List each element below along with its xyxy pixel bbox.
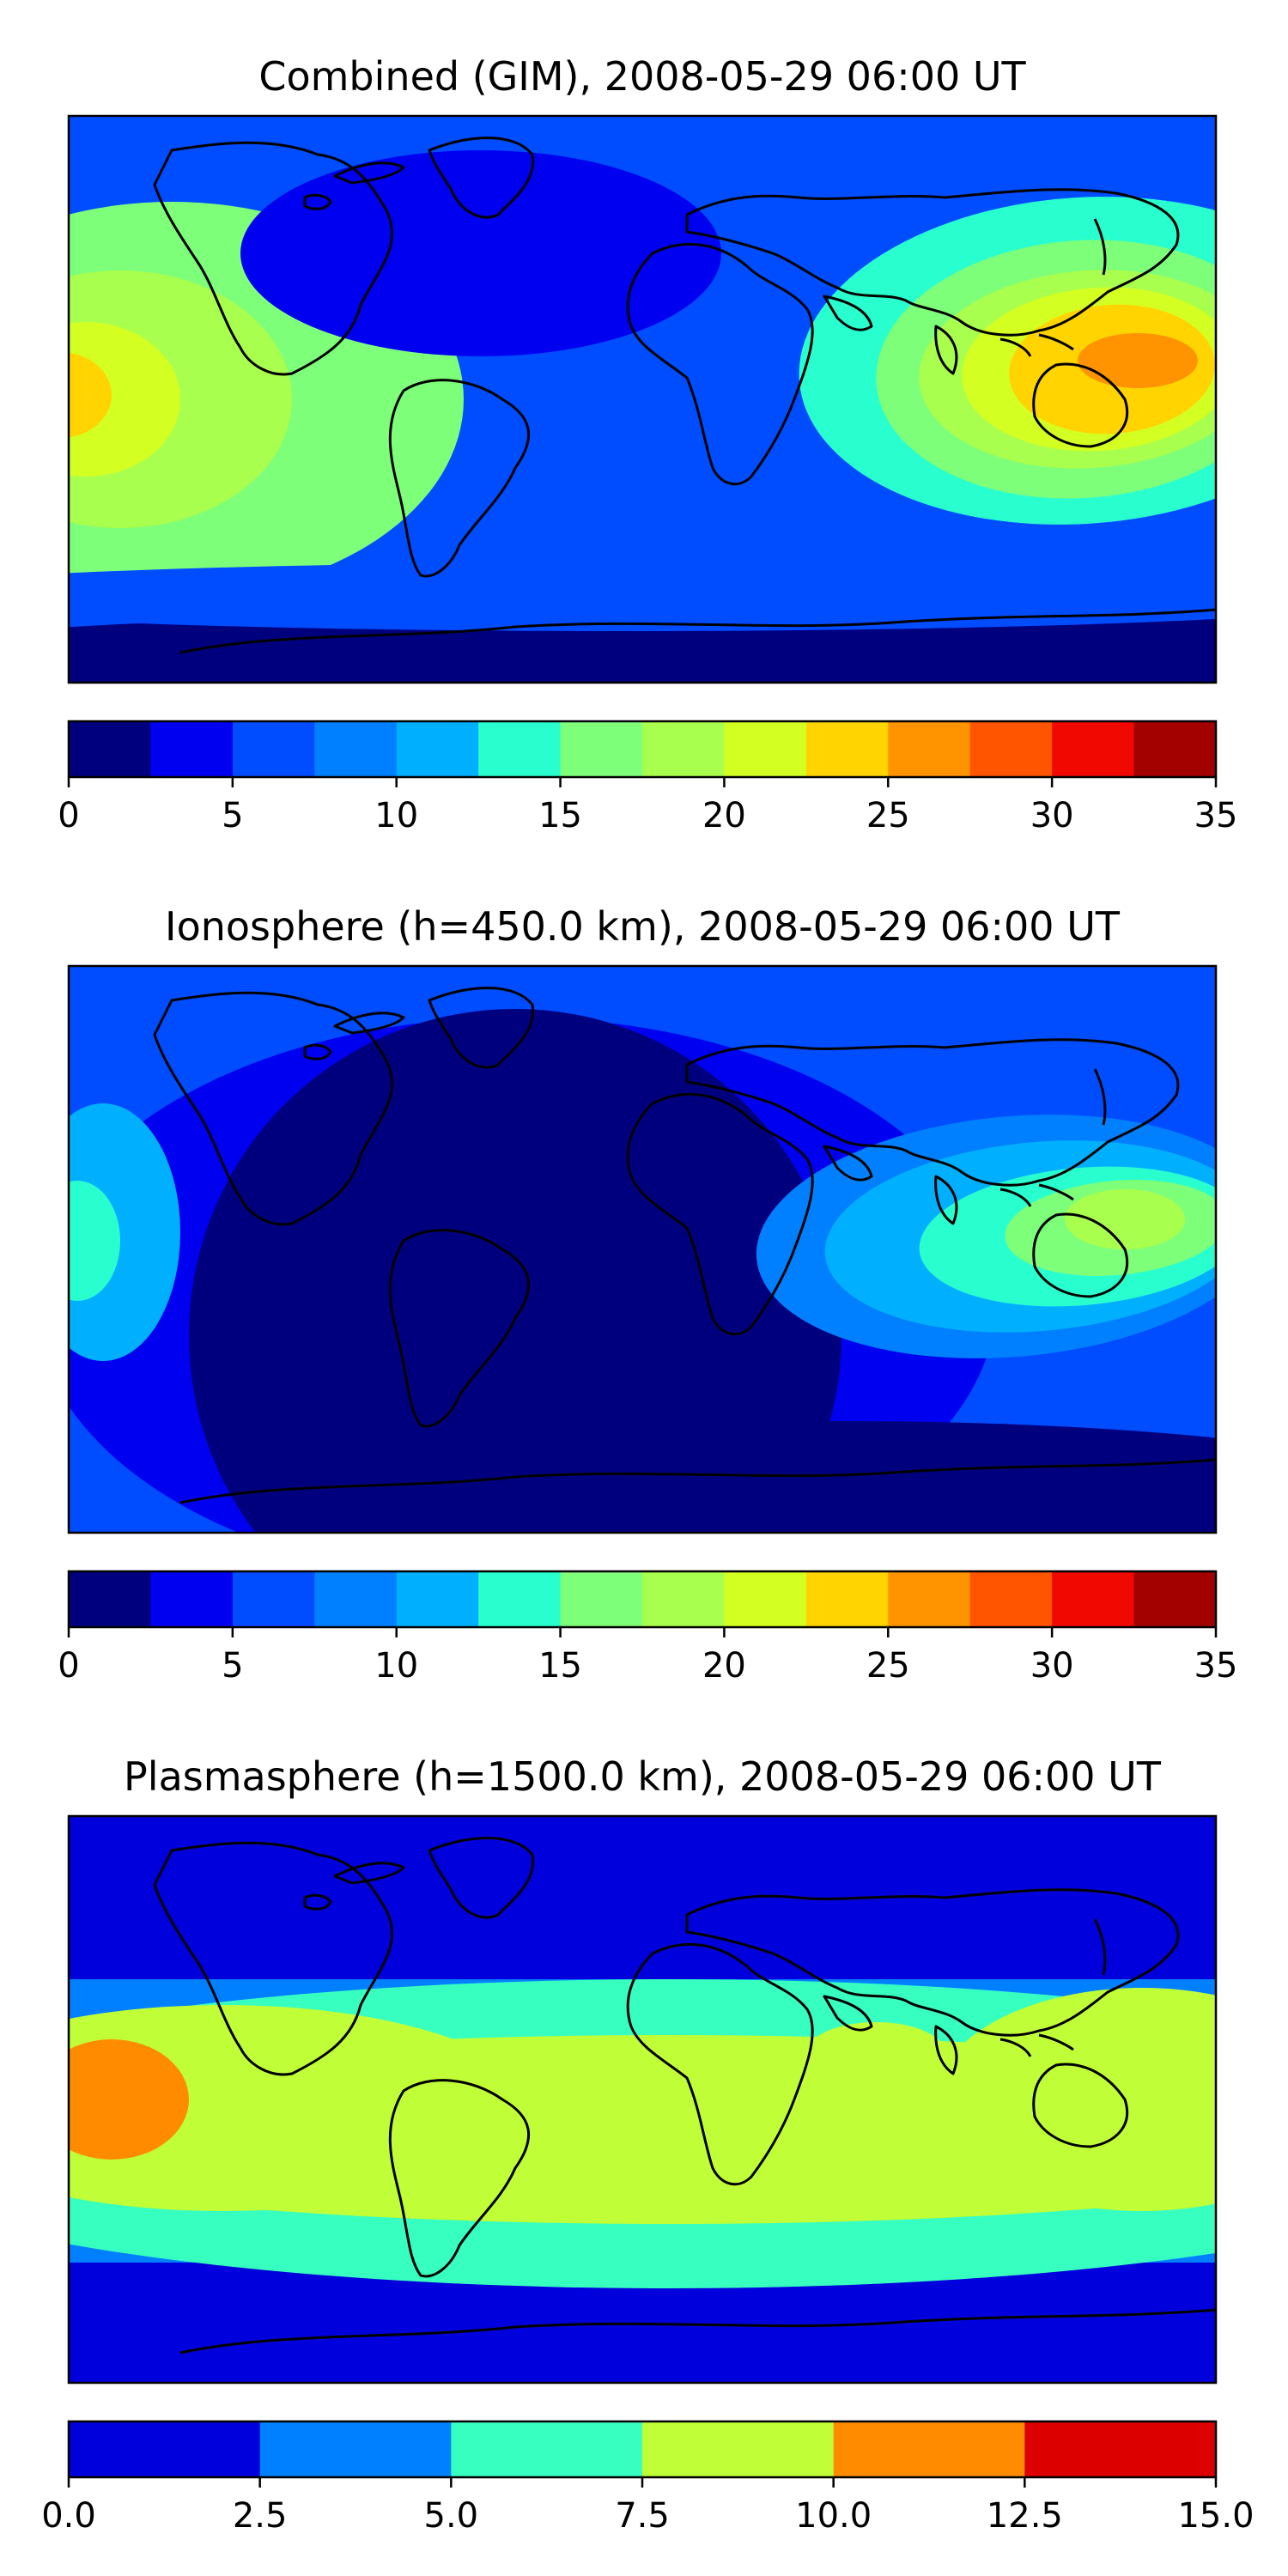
field-contour xyxy=(1065,1189,1185,1249)
colorbar-swatch xyxy=(232,1571,315,1627)
colorbar-swatch xyxy=(314,1571,398,1627)
colorbar-tick-label: 12.5 xyxy=(987,2496,1063,2536)
ionosphere-tec-map xyxy=(69,966,1216,1533)
colorbar-tick-label: 7.5 xyxy=(615,2496,670,2536)
colorbar-tick-label: 10 xyxy=(374,796,418,835)
colorbar-swatch xyxy=(724,1571,807,1627)
map-frame xyxy=(67,1814,1218,2385)
colorbar-tick-label: 0 xyxy=(58,1646,79,1686)
ionosphere-colorbar: 0 5 10 15 20 25 30 35 xyxy=(58,1570,1238,1686)
field-contour xyxy=(936,1988,1216,2211)
field-contour xyxy=(69,322,180,477)
colorbar-tick-label: 30 xyxy=(1030,1646,1074,1686)
map-title: Combined (GIM), 2008-05-29 06:00 UT xyxy=(258,53,1026,100)
colorbar-tick-label: 35 xyxy=(1194,796,1238,835)
colorbar-swatch xyxy=(232,721,315,777)
field-contour xyxy=(240,150,721,356)
plasmasphere-colorbar: 0.0 2.5 5.0 7.5 10.0 12.5 15.0 xyxy=(41,2420,1255,2536)
colorbar-tick-label: 20 xyxy=(702,1646,746,1686)
colorbar-tick-label: 15 xyxy=(538,796,582,835)
colorbar-tick-label: 30 xyxy=(1030,796,1074,835)
colorbar-tick-label: 20 xyxy=(702,796,746,835)
colorbar-swatch xyxy=(314,721,398,777)
map-title: Ionosphere (h=450.0 km), 2008-05-29 06:0… xyxy=(165,903,1121,950)
colorbar-tick-label: 0 xyxy=(58,796,79,835)
field-contour xyxy=(807,2022,945,2082)
colorbar-swatch xyxy=(833,2421,1025,2477)
colorbar-swatch xyxy=(969,721,1053,777)
field-contour xyxy=(189,1009,841,1533)
colorbar-swatch xyxy=(478,721,562,777)
colorbar-swatch xyxy=(724,721,807,777)
colorbar-tick-label: 10.0 xyxy=(795,2496,872,2536)
plasmasphere-tec-map xyxy=(69,1816,1216,2383)
field-contour xyxy=(240,1421,1216,1533)
combined-tec-map xyxy=(69,116,1216,683)
colorbar-swatch xyxy=(1024,2421,1217,2477)
colorbar-swatch xyxy=(396,721,479,777)
colorbar-swatch xyxy=(396,1571,479,1627)
colorbar-tick-label: 35 xyxy=(1194,1646,1238,1686)
colorbar-swatch xyxy=(969,1571,1053,1627)
colorbar-swatch xyxy=(69,1571,151,1627)
colorbar-swatch xyxy=(150,1571,234,1627)
colorbar-tick-label: 25 xyxy=(866,796,910,835)
colorbar-swatch xyxy=(642,2421,835,2477)
colorbar-swatch xyxy=(1052,721,1135,777)
colorbar-tick-label: 5 xyxy=(222,796,243,835)
colorbar-tick-label: 2.5 xyxy=(233,2496,288,2536)
colorbar-swatch xyxy=(560,721,643,777)
colorbar-swatch xyxy=(259,2421,452,2477)
colorbar-swatch xyxy=(451,2421,643,2477)
map-title: Plasmasphere (h=1500.0 km), 2008-05-29 0… xyxy=(124,1753,1162,1800)
colorbar-tick-label: 15 xyxy=(538,1646,582,1686)
colorbar-swatch xyxy=(888,721,971,777)
field-band xyxy=(69,1816,1216,1979)
field-contour xyxy=(69,2039,189,2160)
field-contour xyxy=(1078,333,1198,388)
field-contour xyxy=(69,1181,120,1301)
colorbar-tick-label: 15.0 xyxy=(1177,2496,1254,2536)
map-frame xyxy=(67,114,1218,684)
combined-colorbar: 0 5 10 15 20 25 30 35 xyxy=(58,720,1238,835)
colorbar-frame xyxy=(67,720,1218,779)
colorbar-swatch xyxy=(888,1571,971,1627)
colorbar-swatch xyxy=(805,1571,889,1627)
colorbar-tick-label: 5 xyxy=(222,1646,243,1686)
colorbar-swatch xyxy=(478,1571,562,1627)
colorbar-swatch xyxy=(642,1571,725,1627)
colorbar-swatch xyxy=(642,721,725,777)
colorbar-swatch xyxy=(1133,721,1217,777)
colorbar-tick-label: 5.0 xyxy=(424,2496,479,2536)
map-frame xyxy=(67,964,1218,1534)
colorbar-swatch xyxy=(1052,1571,1135,1627)
colorbar-frame xyxy=(67,1570,1218,1629)
field-contour xyxy=(69,1103,180,1361)
colorbar-swatch xyxy=(69,2421,261,2477)
colorbar-swatch xyxy=(1133,1571,1217,1627)
colorbar-tick-label: 25 xyxy=(866,1646,910,1686)
field-contour xyxy=(69,2005,532,2211)
colorbar-tick-label: 0.0 xyxy=(41,2496,96,2536)
colorbar-swatch xyxy=(150,721,234,777)
field-contour xyxy=(69,562,1216,631)
field-contour xyxy=(69,352,112,438)
colorbar-swatch xyxy=(805,721,889,777)
colorbar-tick-label: 10 xyxy=(374,1646,418,1686)
colorbar-swatch xyxy=(560,1571,643,1627)
colorbar-swatch xyxy=(69,721,151,777)
